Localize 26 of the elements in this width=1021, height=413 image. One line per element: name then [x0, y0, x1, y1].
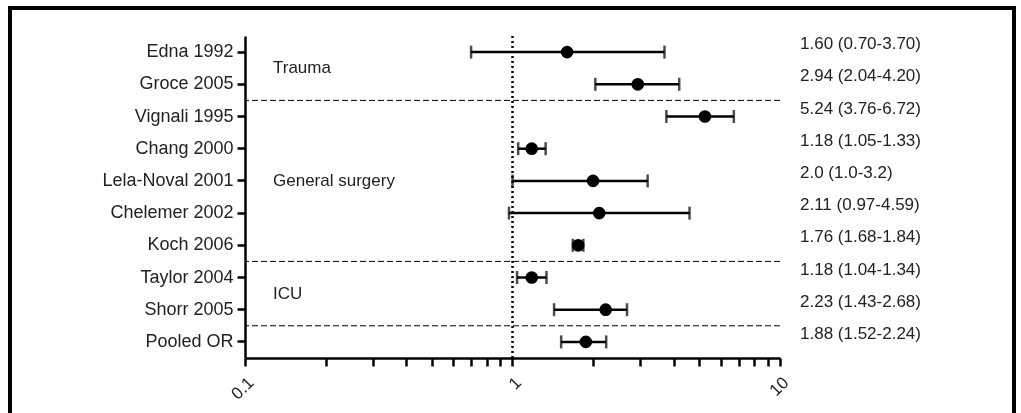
y-tick-label: Edna 1992 — [146, 41, 234, 62]
y-tick-label: Koch 2006 — [147, 234, 234, 255]
annotation: General surgery — [273, 170, 396, 190]
text: 1.88 (1.52-2.24) — [800, 323, 921, 343]
text: 2.11 (0.97-4.59) — [800, 195, 920, 215]
x-tick-label: 10 — [765, 373, 793, 400]
y-tick-label: Groce 2005 — [139, 73, 234, 94]
text: 2.23 (1.43-2.68) — [800, 291, 921, 311]
x-tick-label: 0.1 — [227, 373, 258, 404]
y-tick-label: Shorr 2005 — [144, 298, 234, 319]
text: 1.18 (1.05-1.33) — [800, 130, 921, 150]
y-tick-label: Chelemer 2002 — [110, 202, 234, 223]
text: 5.24 (3.76-6.72) — [800, 98, 921, 118]
y-tick-label: Lela-Noval 2001 — [102, 169, 234, 190]
y-tick-label: Taylor 2004 — [140, 266, 234, 287]
y-tick-label: Vignali 1995 — [134, 105, 234, 126]
annotation: Trauma — [273, 58, 332, 78]
annotation: ICU — [273, 283, 303, 303]
y-tick-label: Pooled OR — [145, 330, 234, 351]
text: 1.18 (1.04-1.34) — [800, 259, 921, 279]
y-tick-label: Chang 2000 — [135, 137, 234, 158]
text: 2.0 (1.0-3.2) — [800, 162, 893, 182]
text: 1.60 (0.70-3.70) — [800, 34, 921, 54]
x-tick-label: 1 — [504, 373, 526, 394]
text: 2.94 (2.04-4.20) — [800, 66, 921, 86]
text: 1.76 (1.68-1.84) — [800, 227, 921, 247]
